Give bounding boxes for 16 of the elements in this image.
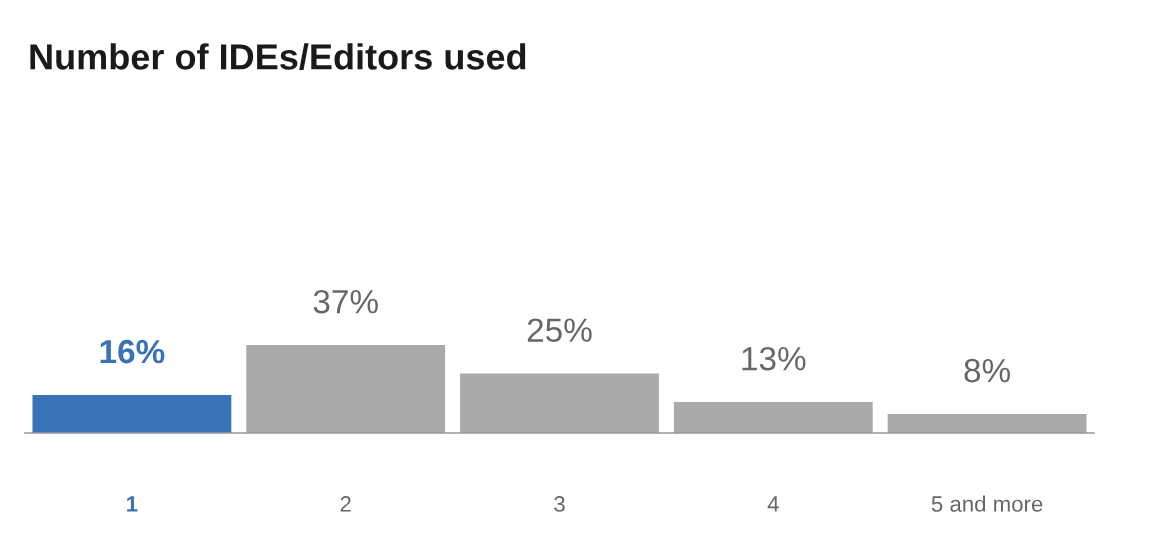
x-tick-label: 2 bbox=[340, 496, 351, 512]
x-tick-label: 5 and more bbox=[931, 495, 1043, 512]
data-label: 8% bbox=[964, 358, 1010, 383]
data-label: 25% bbox=[527, 318, 592, 342]
bar bbox=[673, 402, 873, 433]
chart-title: Number of IDEs/Editors used bbox=[30, 43, 526, 71]
bar bbox=[460, 373, 659, 433]
x-tick-label: 4 bbox=[767, 496, 779, 512]
data-label: 13% bbox=[742, 346, 806, 371]
x-tick-label: 3 bbox=[554, 496, 565, 512]
bar bbox=[887, 413, 1087, 433]
data-label: 16% bbox=[100, 339, 165, 364]
bar bbox=[246, 345, 446, 433]
x-tick-label: 1 bbox=[127, 496, 138, 512]
bar bbox=[32, 394, 232, 433]
data-label: 37% bbox=[313, 289, 378, 314]
